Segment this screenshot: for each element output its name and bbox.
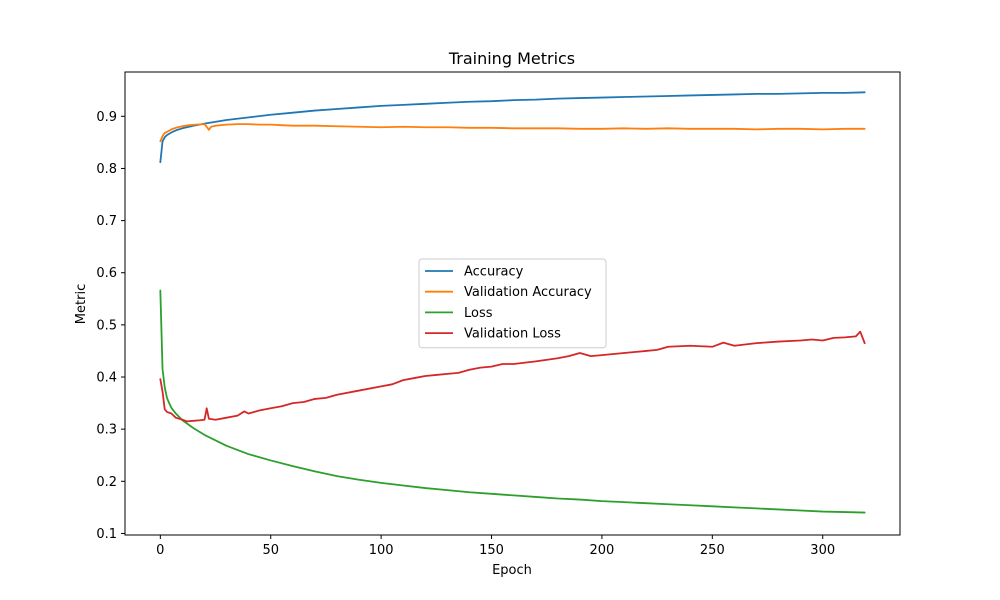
series-line-validation-accuracy — [159, 123, 866, 143]
legend-box — [418, 258, 607, 349]
x-tick-label: 50 — [262, 543, 279, 558]
x-axis: 0 50 100 150 200 250 300 — [156, 535, 835, 558]
series-lines — [159, 91, 866, 514]
x-tick-label: 300 — [810, 543, 835, 558]
y-tick-label: 0.6 — [96, 266, 117, 281]
x-tick-label: 250 — [700, 543, 725, 558]
axes-frame — [124, 71, 901, 536]
legend-entry-label: Validation Loss — [464, 327, 561, 342]
legend-entry-label: Accuracy — [464, 265, 524, 280]
y-tick-label: 0.7 — [96, 214, 117, 229]
y-tick-label: 0.8 — [96, 162, 117, 177]
y-axis: 0.1 0.2 0.3 0.4 0.5 0.6 0.7 0.8 0.9 — [96, 110, 125, 542]
y-tick-label: 0.3 — [96, 423, 117, 438]
chart-title: Training Metrics — [448, 49, 575, 68]
y-tick-label: 0.4 — [96, 371, 117, 386]
legend-entry-label: Loss — [464, 306, 493, 321]
x-axis-label: Epoch — [492, 563, 532, 578]
y-tick-label: 0.9 — [96, 110, 117, 125]
legend-entry-label: Validation Accuracy — [464, 285, 592, 300]
y-axis-label: Metric — [74, 284, 89, 324]
y-tick-label: 0.5 — [96, 318, 117, 333]
series-line-accuracy — [159, 91, 866, 164]
series-line-loss — [159, 289, 866, 514]
legend: Accuracy Validation Accuracy Loss Validatio… — [418, 258, 607, 349]
y-tick-label: 0.2 — [96, 475, 117, 490]
series-line-validation-loss — [159, 330, 866, 423]
x-tick-label: 0 — [156, 543, 164, 558]
y-tick-label: 0.1 — [96, 527, 117, 542]
x-tick-label: 150 — [479, 543, 504, 558]
x-tick-label: 200 — [590, 543, 615, 558]
x-tick-label: 100 — [369, 543, 394, 558]
